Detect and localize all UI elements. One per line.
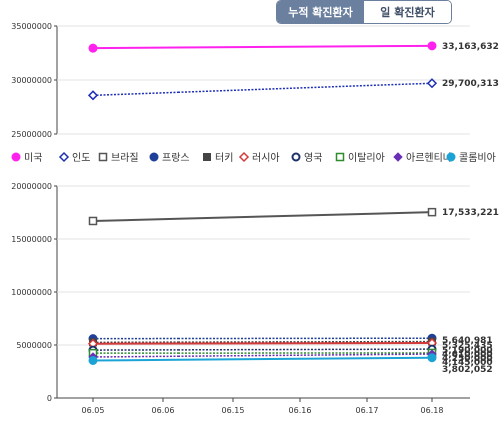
lower-1-data-label: 5,640,981 [442,336,493,346]
upper-0-point [88,43,98,53]
legend-entry: 미국 [24,152,42,164]
lower-0-data-label: 17,533,221 [442,208,499,218]
upper-0-series-line [177,44,433,49]
legend-entry: 이탈리아 [348,151,385,164]
lower-2-series-line [177,340,433,343]
legend-entry: 터키 [215,152,233,164]
upper-0-point [427,41,437,51]
upper-y-tick-label: 35000000 [11,22,52,31]
lower-3-data-label: 5,190,000 [442,346,493,356]
lower-7-point [88,355,98,365]
lower-0-point [88,216,98,226]
legend-entry: 콜롬비아 [459,152,496,164]
legend-marker [393,152,403,162]
lower-0-point [427,207,437,217]
x-tick-label: 06.15 [222,406,245,415]
lower-3-series-line [177,341,433,345]
legend-marker [335,152,345,162]
x-tick-label: 06.17 [356,406,379,415]
upper-0-data-label: 33,163,632 [442,42,499,52]
upper-0-series-line [92,46,179,50]
legend-marker [446,152,456,162]
legend-marker [149,152,159,162]
lower-y-tick-label: 20000000 [11,182,52,191]
legend-marker [58,151,70,163]
lower-0-series-line [92,217,179,222]
tab-cumulative-cases[interactable]: 누적 확진환자 [277,1,364,23]
legend-entry: 인도 [72,152,90,164]
upper-1-point [87,90,99,101]
legend-marker [11,152,21,162]
x-tick-label: 06.05 [82,406,105,415]
lower-7-data-label: 3,802,052 [442,365,493,375]
lower-0-series-line [177,211,433,220]
upper-1-data-label: 29,700,313 [442,79,499,89]
upper-y-tick-label: 25000000 [11,130,52,139]
lower-6-series-line [177,353,433,357]
legend-entry: 영국 [304,152,322,164]
lower-y-tick-label: 15000000 [11,235,52,244]
legend-entry: 아르헨티나 [406,152,452,164]
lower-y-tick-label: 5000000 [16,341,52,350]
upper-y-tick-label: 30000000 [11,76,52,85]
legend-entry: 러시아 [252,152,280,164]
lower-2-data-label: 5,325,435 [442,341,493,351]
legend-marker [238,151,250,163]
legend-entry: 브라질 [111,152,139,164]
lower-7-series-line [92,358,179,362]
legend-marker [98,152,108,162]
x-tick-label: 06.06 [152,406,175,415]
view-tabs: 누적 확진환자 일 확진환자 [276,0,452,24]
lower-6-series-line [92,355,179,358]
legend-marker [203,153,211,161]
lower-5-data-label: 4,250,000 [442,354,493,364]
tab-daily-cases[interactable]: 일 확진환자 [364,1,451,23]
lower-4-data-label: 4,610,000 [442,350,493,360]
lower-7-point [427,353,437,363]
lower-7-series-line [177,356,433,361]
lower-6-data-label: 4,145,000 [442,358,493,368]
x-tick-label: 06.18 [421,406,444,415]
lower-y-tick-label: 0 [47,394,52,403]
lower-4-series-line [177,348,433,351]
upper-1-series-line [177,82,433,94]
upper-1-series-line [92,91,179,97]
legend-marker [291,152,301,162]
upper-1-point [426,78,438,89]
legend-entry: 프랑스 [162,152,190,164]
lower-y-tick-label: 10000000 [11,288,52,297]
x-tick-label: 06.16 [289,406,312,415]
